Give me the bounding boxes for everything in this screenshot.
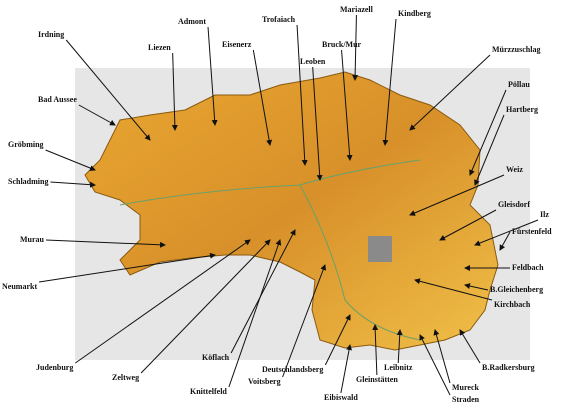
pointer-arrow bbox=[252, 49, 273, 146]
pointer-arrow bbox=[414, 278, 493, 301]
place-label: Hartberg bbox=[506, 105, 538, 114]
place-label: Gröbming bbox=[8, 140, 44, 149]
place-label: Voitsberg bbox=[248, 377, 281, 386]
place-label: Gleinstätten bbox=[356, 375, 398, 384]
place-label: Zeltweg bbox=[112, 373, 139, 382]
pointer-arrow bbox=[230, 229, 296, 354]
label-layer: Irdning Liezen Admont Eisenerz Trofaiach Mari… bbox=[2, 5, 552, 404]
pointer-arrow bbox=[207, 26, 218, 126]
pointer-arrow bbox=[296, 24, 308, 166]
pointer-arrow bbox=[439, 209, 497, 241]
place-label: Judenburg bbox=[36, 363, 73, 372]
place-label: Neumarkt bbox=[2, 282, 37, 291]
place-label: Mürzzuschlag bbox=[492, 45, 540, 54]
pointer-arrow bbox=[65, 39, 151, 141]
place-label: Eisenerz bbox=[222, 40, 252, 49]
pointer-arrow bbox=[340, 344, 353, 394]
place-label: Schladming bbox=[8, 177, 48, 186]
pointer-arrow bbox=[39, 252, 216, 283]
pointer-arrow bbox=[312, 66, 323, 181]
place-label: Deutschlandsberg bbox=[262, 365, 323, 374]
place-label: Liezen bbox=[148, 43, 171, 52]
pointer-arrow bbox=[474, 219, 539, 246]
pointer-arrow bbox=[409, 54, 491, 131]
pointer-arrow bbox=[228, 239, 282, 388]
pointer-arrow bbox=[75, 239, 251, 364]
pointer-arrow bbox=[469, 89, 507, 176]
place-label: Pöllau bbox=[508, 80, 530, 89]
pointer-arrow bbox=[352, 14, 359, 81]
place-label: Feldbach bbox=[512, 263, 544, 272]
pointer-arrow bbox=[171, 52, 178, 131]
place-label: Leibnitz bbox=[384, 363, 413, 372]
pointer-arrow bbox=[372, 324, 379, 376]
river bbox=[299, 184, 421, 341]
pointer-arrow bbox=[78, 104, 116, 126]
place-label: Köflach bbox=[202, 353, 230, 362]
pointer-arrow bbox=[45, 149, 96, 171]
pointer-arrow bbox=[50, 181, 96, 188]
pointer-arrow bbox=[409, 174, 505, 216]
pointer-arrow bbox=[499, 231, 511, 251]
place-label: Mariazell bbox=[340, 5, 374, 14]
pointer-arrow bbox=[419, 334, 451, 396]
pointer-arrow bbox=[474, 114, 505, 186]
pointer-arrow bbox=[459, 329, 481, 364]
place-label: Gleisdorf bbox=[498, 200, 530, 209]
pointer-arrow bbox=[341, 49, 353, 161]
place-label: Kindberg bbox=[398, 9, 431, 18]
place-label: Bad Aussee bbox=[38, 95, 77, 104]
place-label: Kirchbach bbox=[494, 300, 531, 309]
place-label: Leoben bbox=[300, 57, 326, 66]
river bbox=[119, 159, 421, 206]
place-label: Murau bbox=[20, 235, 45, 244]
place-label: B.Gleichenberg bbox=[490, 285, 543, 294]
place-label: Fürstenfeld bbox=[512, 227, 552, 236]
place-label: Irdning bbox=[38, 30, 64, 39]
place-label: Straden bbox=[452, 395, 480, 404]
graz-city bbox=[368, 236, 392, 262]
pointer-arrow bbox=[382, 18, 397, 146]
place-label: Knittelfeld bbox=[190, 387, 227, 396]
styria-outline bbox=[84, 71, 499, 351]
pointer-arrow bbox=[45, 239, 166, 248]
place-label: B.Radkersburg bbox=[482, 363, 535, 372]
pointer-arrow bbox=[324, 314, 351, 366]
place-label: Trofaiach bbox=[262, 15, 296, 24]
place-label: Admont bbox=[178, 17, 206, 26]
pointer-arrow bbox=[464, 283, 489, 291]
place-label: Weiz bbox=[506, 165, 523, 174]
pointer-arrow bbox=[140, 239, 271, 374]
pointer-arrow bbox=[282, 264, 327, 378]
place-label: Eibiswald bbox=[324, 393, 358, 402]
place-label: Mureck bbox=[452, 383, 480, 392]
pointer-arrow bbox=[396, 329, 403, 364]
pointer-arrow bbox=[433, 329, 451, 384]
place-label: Ilz bbox=[540, 210, 549, 219]
place-label: Bruck/Mur bbox=[322, 40, 362, 49]
